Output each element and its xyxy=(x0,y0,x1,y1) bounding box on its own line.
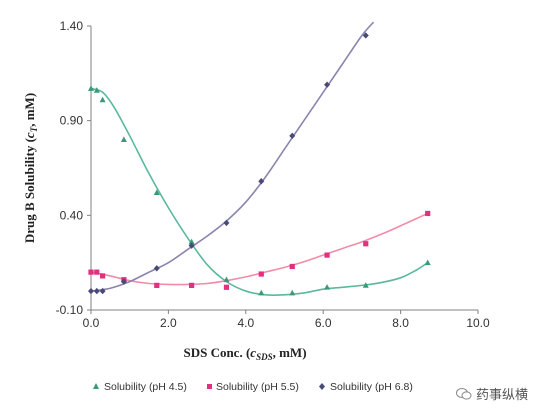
x-tick-label: 4.0 xyxy=(237,316,254,330)
data-point-solubility-ph-4-5 xyxy=(324,284,331,290)
y-tick-labels: -0.10 0.40 0.90 1.40 xyxy=(56,19,91,317)
legend-marker-diamond xyxy=(319,383,325,390)
data-point-solubility-ph-5-5 xyxy=(100,273,106,279)
data-point-solubility-ph-4-5 xyxy=(258,289,265,296)
axes: -0.10 0.40 0.90 1.40 0.0 2.0 4.0 6.0 8.0 10.0 xyxy=(56,19,490,330)
x-tick-label: 0.0 xyxy=(83,316,100,330)
data-point-solubility-ph-5-5 xyxy=(425,210,431,217)
legend-item-ph45: Solubility (pH 4.5) xyxy=(93,381,187,393)
data-point-solubility-ph-4-5 xyxy=(99,96,106,103)
legend-item-ph68: Solubility (pH 6.8) xyxy=(319,381,413,393)
data-point-solubility-ph-5-5 xyxy=(258,271,264,277)
data-point-solubility-ph-6-8 xyxy=(324,81,331,88)
watermark-text: 药事纵横 xyxy=(476,388,529,403)
legend-label-ph55: Solubility (pH 5.5) xyxy=(216,381,299,393)
data-point-solubility-ph-4-5 xyxy=(289,289,296,296)
data-point-solubility-ph-4-5 xyxy=(362,282,369,288)
fit-curve-solubility-ph-6-8 xyxy=(90,21,375,292)
data-point-solubility-ph-4-5 xyxy=(223,276,230,283)
x-tick-labels: 0.0 2.0 4.0 6.0 8.0 10.0 xyxy=(83,310,490,330)
data-point-solubility-ph-4-5 xyxy=(424,259,431,266)
wechat-icon xyxy=(456,387,472,401)
legend-item-ph55: Solubility (pH 5.5) xyxy=(207,381,299,393)
data-point-solubility-ph-6-8 xyxy=(258,178,265,185)
data-point-solubility-ph-5-5 xyxy=(324,252,330,258)
legend-marker-square xyxy=(207,384,212,389)
data-point-solubility-ph-4-5 xyxy=(93,87,100,93)
legend: Solubility (pH 4.5) Solubility (pH 5.5) … xyxy=(93,381,413,393)
y-tick-label: -0.10 xyxy=(56,303,84,317)
data-markers xyxy=(88,32,431,296)
data-point-solubility-ph-5-5 xyxy=(154,282,160,288)
data-point-solubility-ph-6-8 xyxy=(120,278,127,285)
y-tick-label: 0.40 xyxy=(60,208,84,222)
x-tick-label: 6.0 xyxy=(315,316,332,330)
data-point-solubility-ph-6-8 xyxy=(88,287,94,295)
x-tick-label: 8.0 xyxy=(392,316,409,330)
y-axis-label: Drug B Solubility (cT, mM) xyxy=(22,93,39,243)
data-point-solubility-ph-6-8 xyxy=(362,32,369,39)
legend-label-ph45: Solubility (pH 4.5) xyxy=(104,381,187,393)
data-point-solubility-ph-6-8 xyxy=(223,219,230,227)
watermark: 药事纵横 xyxy=(456,384,528,403)
data-point-solubility-ph-5-5 xyxy=(363,241,369,247)
data-point-solubility-ph-6-8 xyxy=(99,287,106,295)
data-point-solubility-ph-4-5 xyxy=(120,136,127,142)
data-point-solubility-ph-6-8 xyxy=(188,242,195,249)
fit-curves xyxy=(90,21,429,297)
data-point-solubility-ph-6-8 xyxy=(289,132,296,140)
data-point-solubility-ph-5-5 xyxy=(223,284,230,290)
legend-label-ph68: Solubility (pH 6.8) xyxy=(330,381,413,393)
y-tick-label: 0.90 xyxy=(60,114,84,128)
x-axis-label: SDS Conc. (cSDS, mM) xyxy=(183,345,306,362)
data-point-solubility-ph-4-5 xyxy=(188,238,195,245)
data-point-solubility-ph-5-5 xyxy=(189,282,195,288)
data-point-solubility-ph-5-5 xyxy=(88,269,94,275)
data-point-solubility-ph-5-5 xyxy=(289,263,295,270)
data-point-solubility-ph-6-8 xyxy=(153,265,160,272)
data-point-solubility-ph-6-8 xyxy=(93,287,100,295)
fit-curve-solubility-ph-4-5 xyxy=(90,87,429,297)
x-tick-label: 10.0 xyxy=(466,316,490,330)
x-tick-label: 2.0 xyxy=(160,316,177,330)
data-point-solubility-ph-5-5 xyxy=(94,269,100,275)
legend-marker-triangle xyxy=(93,383,99,389)
data-point-solubility-ph-4-5 xyxy=(88,85,94,91)
data-point-solubility-ph-4-5 xyxy=(153,189,160,196)
y-tick-label: 1.40 xyxy=(60,19,84,33)
